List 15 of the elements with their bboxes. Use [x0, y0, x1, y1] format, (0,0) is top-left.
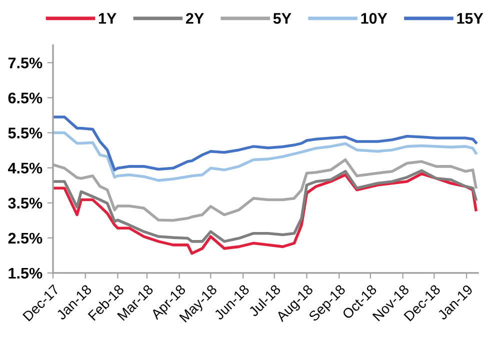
y-tick-label: 5.5% [8, 128, 42, 138]
y-tick-label: 3.5% [8, 198, 42, 209]
legend-label: 5Y [273, 13, 292, 24]
line-series [53, 169, 478, 243]
y-tick-label: 1.5% [8, 268, 42, 279]
legend-label: 15Y [457, 13, 484, 24]
line-series [53, 116, 478, 172]
y-tick-label: 4.5% [8, 162, 42, 174]
y-tick-label: 2.5% [8, 232, 42, 244]
legend-label: 2Y [186, 13, 204, 24]
line-series [53, 131, 478, 182]
legend-label: 1Y [98, 13, 116, 24]
y-tick-label: 7.5% [8, 58, 42, 68]
y-tick-label: 6.5% [8, 92, 42, 104]
legend-label: 10Y [361, 13, 388, 24]
